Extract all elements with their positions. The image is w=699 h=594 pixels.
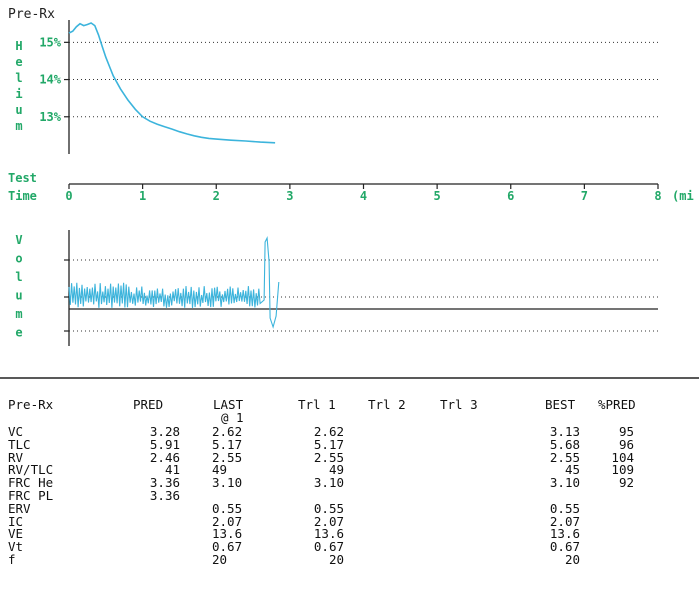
chart-title: Pre-Rx: [8, 7, 55, 22]
header-last: LAST: [213, 397, 244, 412]
row-label: IC: [8, 513, 24, 529]
x-tick-label: 2: [213, 189, 220, 203]
cell-trl1: 3.10: [313, 475, 344, 491]
helium-y-tick-label: 15%: [39, 35, 61, 49]
helium-y-tick-label: 14%: [39, 73, 61, 87]
cell-best: 0.55: [549, 500, 580, 516]
volume-ylabel-char: e: [15, 326, 22, 340]
helium-ylabel-char: e: [15, 55, 22, 69]
header-last-sub: @ 1: [221, 410, 244, 425]
cell-pct-pred: 96: [618, 436, 634, 452]
header-trl3: Trl 3: [440, 397, 478, 412]
row-label: ERV: [8, 500, 31, 516]
cell-last: 3.10: [212, 475, 243, 491]
cell-last: 13.6: [212, 526, 243, 542]
x-label-line2: Time: [8, 189, 37, 203]
cell-last: 0.55: [212, 500, 243, 516]
row-label: RV/TLC: [8, 462, 54, 478]
cell-best: 20: [564, 552, 580, 567]
row-label: TLC: [8, 436, 31, 452]
cell-trl1: 5.17: [313, 436, 344, 452]
cell-pred: 3.28: [149, 424, 180, 439]
cell-trl1: 2.62: [313, 424, 344, 439]
row-label: VE: [8, 526, 24, 542]
row-label: FRC PL: [8, 488, 54, 503]
header-trl1: Trl 1: [298, 397, 336, 412]
header-trl2: Trl 2: [368, 397, 406, 412]
helium-ylabel-char: i: [15, 87, 22, 101]
x-tick-label: 4: [360, 189, 367, 203]
cell-best: 2.55: [549, 449, 580, 465]
cell-best: 3.13: [549, 424, 580, 439]
cell-pred: 3.36: [149, 475, 180, 491]
helium-series-line: [68, 22, 276, 144]
helium-ylabel-char: l: [15, 71, 22, 85]
header-best: BEST: [545, 397, 576, 412]
cell-trl1: 13.6: [313, 526, 344, 542]
cell-trl1: 20: [328, 552, 344, 567]
cell-pct-pred: 104: [611, 449, 634, 465]
x-tick-label: 3: [286, 189, 293, 203]
cell-pct-pred: 92: [618, 475, 634, 491]
helium-ylabel-char: u: [15, 103, 22, 117]
x-tick-label: 1: [139, 189, 146, 203]
x-tick-label: 0: [65, 189, 72, 203]
x-tick-label: 5: [434, 189, 441, 203]
volume-ylabel-char: V: [15, 233, 22, 247]
header-pct-pred: %PRED: [598, 397, 636, 412]
cell-pred: 5.91: [149, 436, 180, 452]
x-unit-label: (mi: [672, 189, 694, 203]
volume-ylabel-char: l: [15, 270, 22, 284]
row-label: f: [8, 552, 16, 567]
cell-best: 0.67: [549, 539, 580, 555]
cell-best: 2.07: [549, 513, 580, 529]
x-tick-label: 7: [581, 189, 588, 203]
cell-pred: 2.46: [149, 449, 180, 465]
helium-y-tick-label: 13%: [39, 110, 61, 124]
cell-best: 13.6: [549, 526, 580, 542]
cell-trl1: 0.55: [313, 500, 344, 516]
cell-best: 5.68: [549, 436, 580, 452]
cell-best: 3.10: [549, 475, 580, 491]
cell-pct-pred: 95: [618, 424, 634, 439]
cell-trl1: 49: [328, 462, 344, 478]
cell-best: 45: [564, 462, 580, 478]
cell-last: 20: [212, 552, 228, 567]
volume-ylabel-char: m: [15, 307, 22, 321]
x-label-line1: Test: [8, 171, 37, 185]
row-label: FRC He: [8, 475, 54, 491]
cell-last: 2.07: [212, 513, 243, 529]
cell-trl1: 2.07: [313, 513, 344, 529]
x-tick-label: 6: [507, 189, 514, 203]
helium-ylabel-char: H: [15, 39, 22, 53]
table-title: Pre-Rx: [8, 397, 54, 412]
cell-last: 0.67: [212, 539, 243, 555]
helium-ylabel-char: m: [15, 119, 22, 133]
cell-trl1: 2.55: [313, 449, 344, 465]
cell-pct-pred: 109: [611, 462, 634, 478]
cell-last: 2.62: [212, 424, 243, 439]
x-tick-label: 8: [654, 189, 661, 203]
volume-ylabel-char: u: [15, 289, 22, 303]
row-label: Vt: [8, 539, 24, 555]
header-pred: PRED: [133, 397, 164, 412]
row-label: VC: [8, 424, 24, 439]
volume-trace: [68, 235, 280, 329]
volume-ylabel-char: o: [15, 252, 22, 266]
row-label: RV: [8, 449, 24, 465]
cell-last: 49: [212, 462, 228, 478]
cell-last: 2.55: [212, 449, 243, 465]
cell-pred: 3.36: [149, 488, 180, 503]
cell-pred: 41: [164, 462, 180, 478]
cell-trl1: 0.67: [313, 539, 344, 555]
cell-last: 5.17: [212, 436, 243, 452]
